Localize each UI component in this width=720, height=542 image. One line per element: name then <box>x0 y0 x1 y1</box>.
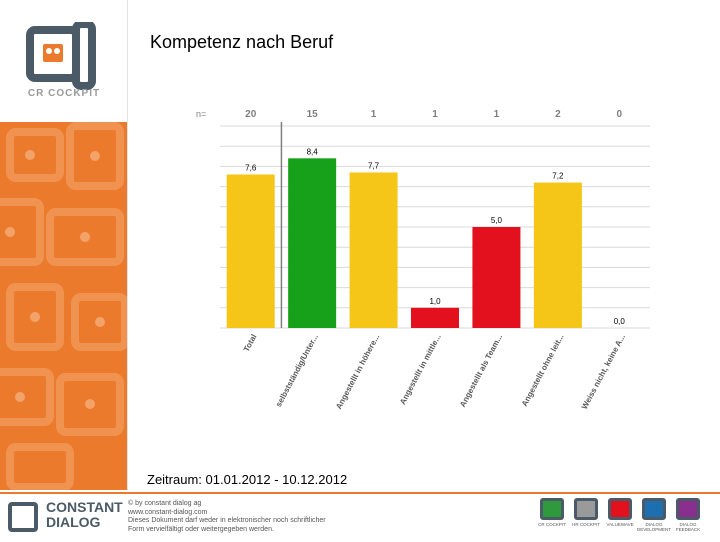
category-label: Angestellt in höhere... <box>334 333 381 411</box>
n-value: 2 <box>555 109 561 120</box>
n-value: 1 <box>371 109 377 120</box>
n-value: 1 <box>494 109 500 120</box>
value-label: 1,0 <box>429 297 441 306</box>
bar <box>226 174 275 328</box>
footer-note-line: Form vervielfältigt oder weitergegeben w… <box>128 525 274 533</box>
product-square <box>540 498 564 520</box>
footer-brand-line1: CONSTANT <box>46 499 123 515</box>
cr-cockpit-logo <box>14 20 114 102</box>
category-label: Total <box>242 333 259 354</box>
product-square <box>642 498 666 520</box>
value-label: 7,6 <box>245 163 257 172</box>
category-label: Angestellt in mittle... <box>398 333 443 406</box>
footer-note-line: Dieses Dokument darf weder in elektronis… <box>128 517 326 524</box>
category-label: Angestellt ohne leit... <box>520 333 566 408</box>
category-label: Angestellt als Team... <box>458 333 504 409</box>
value-label: 7,7 <box>368 161 380 170</box>
product-label: VALUEWAVE <box>606 522 634 527</box>
product-square <box>676 498 700 520</box>
footer-note-line: © by constant dialog ag <box>128 500 202 507</box>
constant-dialog-logo-icon <box>8 502 38 532</box>
logo-text: CR COCKPIT <box>27 88 101 99</box>
product-dialog-feedback-icon: DIALOG FEEDBACK <box>674 498 702 532</box>
value-label: 5,0 <box>491 216 503 225</box>
bar <box>288 158 337 328</box>
bar-chart: n= 207,6Total158,4selbstständig/Unter...1… <box>196 109 650 411</box>
product-label: DIALOG DEVELOPMENT <box>637 522 672 532</box>
product-square <box>574 498 598 520</box>
product-label: HR COCKPIT <box>572 522 600 527</box>
value-label: 0,0 <box>614 317 626 326</box>
bar <box>411 307 459 328</box>
footer-brand: CONSTANT DIALOG <box>46 500 123 530</box>
bar <box>533 182 582 328</box>
bar <box>472 227 521 328</box>
product-hr-cockpit-icon: HR COCKPIT <box>572 498 600 532</box>
sidebar: CR COCKPIT <box>0 0 128 490</box>
footer: CONSTANT DIALOG © by constant dialog ag … <box>0 492 720 542</box>
footer-note: © by constant dialog ag www.constant-dia… <box>128 500 326 534</box>
product-square <box>608 498 632 520</box>
value-label: 8,4 <box>307 147 319 156</box>
n-label: n= <box>196 109 206 119</box>
sidebar-pattern <box>0 122 128 490</box>
category-label: selbstständig/Unter... <box>274 333 320 409</box>
product-valuewave-icon: VALUEWAVE <box>606 498 634 532</box>
product-label: DIALOG FEEDBACK <box>675 522 701 532</box>
footer-brand-line2: DIALOG <box>46 514 101 530</box>
product-dialog-development-icon: DIALOG DEVELOPMENT <box>637 498 672 532</box>
bar <box>349 172 398 328</box>
product-label: CR COCKPIT <box>538 522 566 527</box>
n-value: 1 <box>432 109 438 120</box>
n-value: 15 <box>307 109 319 120</box>
page-title: Kompetenz nach Beruf <box>150 32 334 52</box>
product-icons: CR COCKPIT HR COCKPIT VALUEWAVE DIALOG D… <box>538 498 702 532</box>
sidebar-divider <box>127 0 128 490</box>
n-value: 0 <box>617 109 623 120</box>
value-label: 7,2 <box>552 172 564 181</box>
n-value: 20 <box>245 109 257 120</box>
footer-note-line: www.constant-dialog.com <box>128 508 208 516</box>
date-range: Zeitraum: 01.01.2012 - 10.12.2012 <box>147 472 348 487</box>
product-cr-cockpit-icon: CR COCKPIT <box>538 498 566 532</box>
category-label: Weiss nicht, keine A... <box>580 333 627 411</box>
